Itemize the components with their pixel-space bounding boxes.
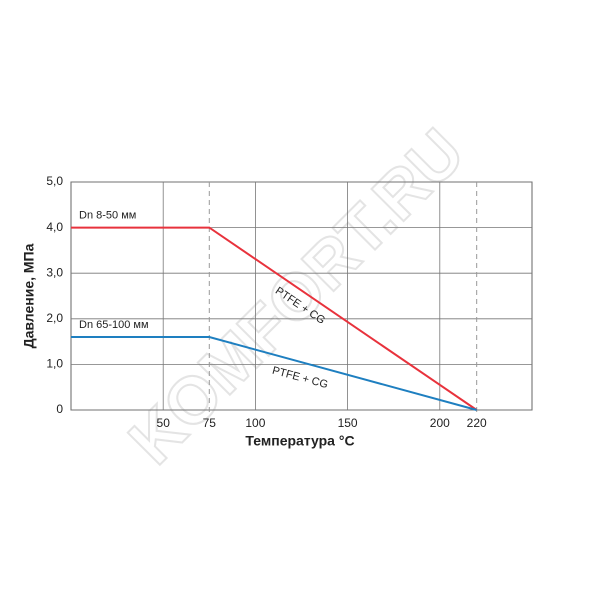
y-tick-label: 4,0 (46, 220, 63, 234)
y-axis-label: Давление, МПа (21, 243, 37, 348)
series-label: Dn 65-100 мм (79, 319, 149, 331)
x-tick-label: 220 (467, 416, 487, 430)
y-tick-label: 0 (56, 402, 63, 416)
y-tick-label: 3,0 (46, 265, 63, 279)
x-tick-label: 200 (430, 416, 450, 430)
x-tick-label: 150 (338, 416, 358, 430)
y-tick-label: 2,0 (46, 311, 63, 325)
y-tick-label: 1,0 (46, 357, 63, 371)
series-label: Dn 8-50 мм (79, 210, 136, 222)
x-tick-label: 50 (157, 416, 171, 430)
x-axis-label: Температура °С (245, 433, 354, 449)
x-tick-label: 100 (245, 416, 265, 430)
annotation: PTFE + CG (271, 365, 329, 391)
series-line (71, 336, 477, 411)
y-tick-label: 5,0 (46, 174, 63, 188)
x-tick-label: 75 (203, 416, 217, 430)
series-line (71, 226, 478, 411)
